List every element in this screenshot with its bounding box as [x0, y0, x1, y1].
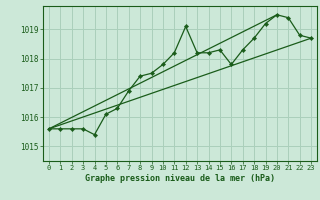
X-axis label: Graphe pression niveau de la mer (hPa): Graphe pression niveau de la mer (hPa) — [85, 174, 275, 183]
